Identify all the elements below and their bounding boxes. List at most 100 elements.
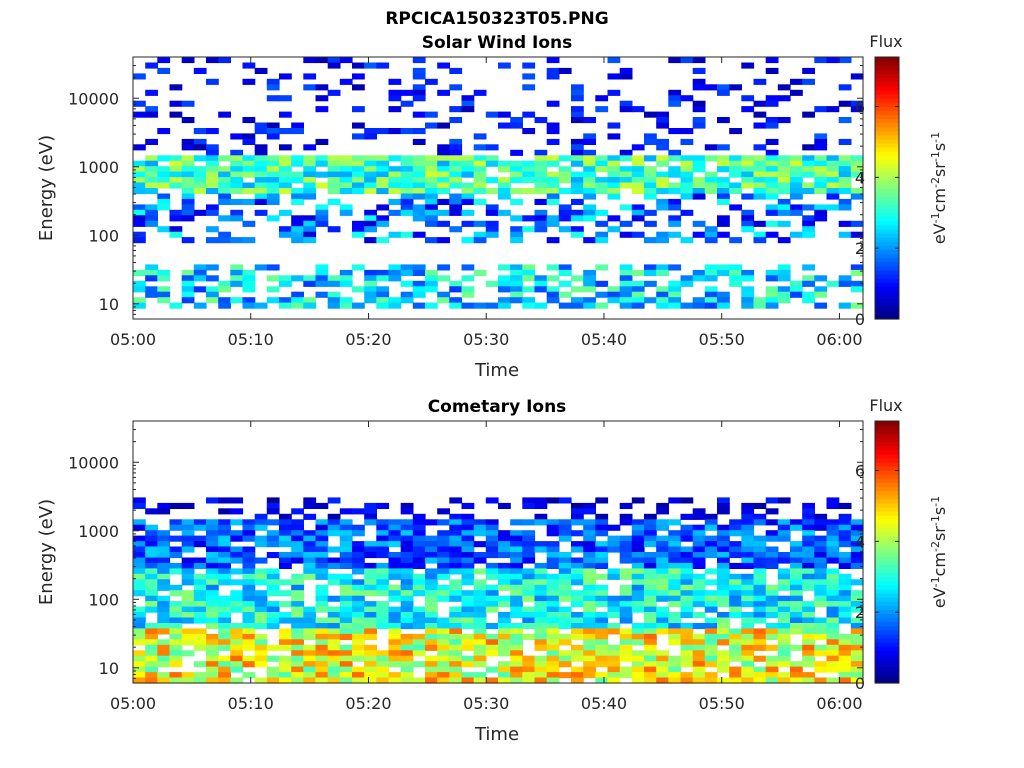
heatmap-cell: [400, 524, 414, 531]
heatmap-cell: [145, 171, 158, 178]
x-tick-label: 05:10: [228, 694, 274, 713]
heatmap-cell: [388, 519, 402, 526]
heatmap-cell: [656, 198, 669, 205]
heatmap-cell: [193, 182, 207, 189]
heatmap-cell: [376, 220, 390, 227]
heatmap-cell: [193, 264, 207, 271]
heatmap-cell: [717, 84, 730, 91]
heatmap-cell: [218, 628, 231, 635]
heatmap-cell: [485, 519, 499, 526]
heatmap-cell: [303, 193, 317, 200]
heatmap-cell: [218, 280, 231, 287]
heatmap-cell: [485, 568, 499, 575]
heatmap-cell: [753, 502, 767, 509]
heatmap-cell: [692, 78, 706, 85]
heatmap-cell: [522, 297, 536, 304]
heatmap-cell: [181, 204, 195, 211]
heatmap-cell: [230, 188, 244, 195]
heatmap-cell: [157, 535, 171, 542]
heatmap-cell: [777, 198, 791, 205]
heatmap-cell: [838, 280, 852, 287]
heatmap-cell: [558, 552, 572, 559]
heatmap-cell: [145, 275, 158, 282]
colorbar-segment: [875, 253, 899, 259]
heatmap-cell: [449, 513, 463, 520]
heatmap-cell: [631, 209, 645, 216]
heatmap-cell: [631, 595, 645, 602]
heatmap-cell: [656, 302, 669, 309]
heatmap-cell: [364, 177, 377, 184]
heatmap-cell: [206, 209, 219, 216]
heatmap-cell: [692, 623, 706, 630]
heatmap-cell: [303, 297, 317, 304]
heatmap-cell: [814, 519, 828, 526]
heatmap-cell: [425, 78, 438, 85]
heatmap-cell: [461, 106, 475, 113]
heatmap-cell: [388, 633, 402, 640]
heatmap-cell: [631, 166, 645, 173]
heatmap-cell: [607, 524, 621, 531]
heatmap-cell: [546, 177, 560, 184]
heatmap-cell: [279, 535, 292, 542]
heatmap-cell: [206, 57, 219, 64]
heatmap-cell: [291, 590, 304, 597]
heatmap-cell: [522, 497, 536, 504]
heatmap-cell: [473, 661, 487, 668]
colorbar-segment: [875, 502, 899, 508]
heatmap-cell: [631, 568, 645, 575]
heatmap-cell: [510, 280, 523, 287]
heatmap-cell: [765, 628, 779, 635]
heatmap-cell: [644, 579, 657, 586]
heatmap-cell: [680, 628, 694, 635]
heatmap-cell: [425, 573, 438, 580]
heatmap-cell: [571, 623, 584, 630]
heatmap-cell: [790, 644, 803, 651]
heatmap-cell: [461, 661, 475, 668]
colorbar-segment: [875, 163, 899, 169]
heatmap-cell: [692, 84, 706, 91]
colorbar-segment: [875, 494, 899, 500]
heatmap-cell: [680, 530, 694, 537]
heatmap-cell: [704, 655, 718, 662]
heatmap-cell: [449, 84, 463, 91]
heatmap-cell: [473, 568, 487, 575]
heatmap-cell: [619, 155, 633, 162]
heatmap-cell: [583, 133, 596, 140]
heatmap-cell: [279, 541, 292, 548]
heatmap-cell: [777, 297, 791, 304]
heatmap-cell: [303, 84, 317, 91]
heatmap-cell: [303, 562, 317, 569]
heatmap-cell: [753, 666, 767, 673]
heatmap-cell: [242, 117, 256, 124]
heatmap-cell: [498, 633, 511, 640]
heatmap-cell: [157, 269, 171, 276]
heatmap-cell: [327, 182, 341, 189]
heatmap-cell: [802, 166, 815, 173]
heatmap-cell: [437, 568, 450, 575]
heatmap-cell: [680, 193, 694, 200]
heatmap-cell: [826, 655, 840, 662]
heatmap-cell: [327, 655, 341, 662]
heatmap-cell: [425, 617, 438, 624]
heatmap-cell: [558, 215, 572, 222]
heatmap-cell: [230, 655, 244, 662]
heatmap-cell: [790, 182, 803, 189]
heatmap-cell: [510, 677, 523, 684]
heatmap-cell: [680, 606, 694, 613]
heatmap-cell: [157, 595, 171, 602]
heatmap-cell: [157, 541, 171, 548]
heatmap-cell: [364, 612, 377, 619]
heatmap-cell: [425, 111, 438, 118]
heatmap-cell: [181, 269, 195, 276]
heatmap-cell: [729, 677, 742, 684]
colorbar-segment: [875, 93, 899, 99]
heatmap-cell: [193, 557, 207, 564]
heatmap-cell: [303, 666, 317, 673]
heatmap-cell: [315, 677, 329, 684]
heatmap-cell: [461, 160, 475, 167]
heatmap-cell: [218, 535, 231, 542]
heatmap-cell: [607, 133, 621, 140]
heatmap-cell: [838, 606, 852, 613]
heatmap-cell: [279, 231, 292, 238]
heatmap-cell: [169, 633, 183, 640]
